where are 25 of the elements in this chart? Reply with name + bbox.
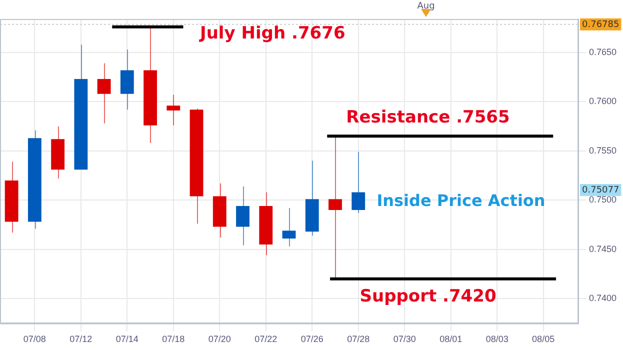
y-tick-label: 0.7400: [589, 293, 617, 304]
y-tick-label: 0.7550: [589, 145, 617, 156]
y-tick-label: 0.7600: [589, 96, 617, 106]
ref-line-label: 0.76785: [582, 20, 620, 30]
y-tick-label: 0.7500: [589, 194, 617, 205]
x-tick-label: 08/03: [486, 334, 508, 344]
x-tick-label: 07/26: [300, 334, 324, 344]
x-tick-label: 07/08: [23, 334, 46, 344]
x-tick-label: 07/28: [347, 334, 370, 344]
x-tick-label: 07/18: [162, 334, 185, 344]
y-tick-label: 0.7450: [589, 244, 617, 254]
text: Aug: [417, 1, 435, 12]
text: 0.75077: [582, 185, 620, 196]
ref-line-label: Support .7420: [360, 286, 496, 306]
x-tick-label: 07/30: [393, 334, 416, 344]
x-tick-label: 07/14: [116, 334, 138, 344]
y-tick-label: 0.7650: [589, 46, 617, 57]
ref-line-label: July High .7676: [199, 23, 346, 44]
x-tick-label: 08/01: [440, 334, 462, 344]
x-tick-label: 07/20: [208, 334, 231, 344]
x-tick-label: 07/22: [254, 334, 278, 344]
x-tick-label: 07/12: [70, 334, 92, 344]
x-tick-label: 08/05: [532, 334, 555, 344]
annotation: Inside Price Action: [376, 191, 546, 210]
ref-line-label: Resistance .7565: [346, 108, 510, 128]
